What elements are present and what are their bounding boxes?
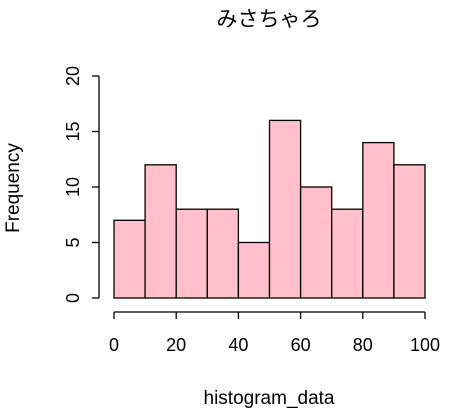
histogram-bar [331, 208, 364, 299]
histogram-bar [268, 119, 302, 299]
y-tick-label: 15 [63, 121, 83, 141]
y-axis: 0 5 10 15 20 [63, 66, 100, 303]
histogram-bar [237, 241, 271, 299]
y-tick-label: 5 [63, 237, 83, 247]
bars-group [113, 119, 426, 299]
x-tick-label: 0 [109, 335, 119, 355]
histogram-bar [175, 208, 208, 299]
x-axis: 0 20 40 60 80 100 [109, 311, 440, 355]
y-axis-label: Frequency [3, 143, 24, 233]
x-tick-label: 40 [228, 335, 248, 355]
histogram-bar [206, 208, 240, 299]
histogram-bar [362, 141, 395, 299]
histogram-bar [393, 164, 426, 299]
histogram-bar [113, 219, 146, 299]
y-tick-label: 20 [63, 66, 83, 86]
histogram-bar [144, 164, 177, 299]
x-tick-label: 20 [166, 335, 186, 355]
x-axis-label: histogram_data [204, 388, 335, 409]
y-tick-label: 0 [63, 293, 83, 303]
x-tick-label: 80 [353, 335, 373, 355]
y-tick-label: 10 [63, 177, 83, 197]
chart-title: みさちゃろ [217, 7, 322, 31]
histogram-bar [299, 186, 333, 299]
x-tick-label: 100 [410, 335, 440, 355]
x-tick-label: 60 [291, 335, 311, 355]
